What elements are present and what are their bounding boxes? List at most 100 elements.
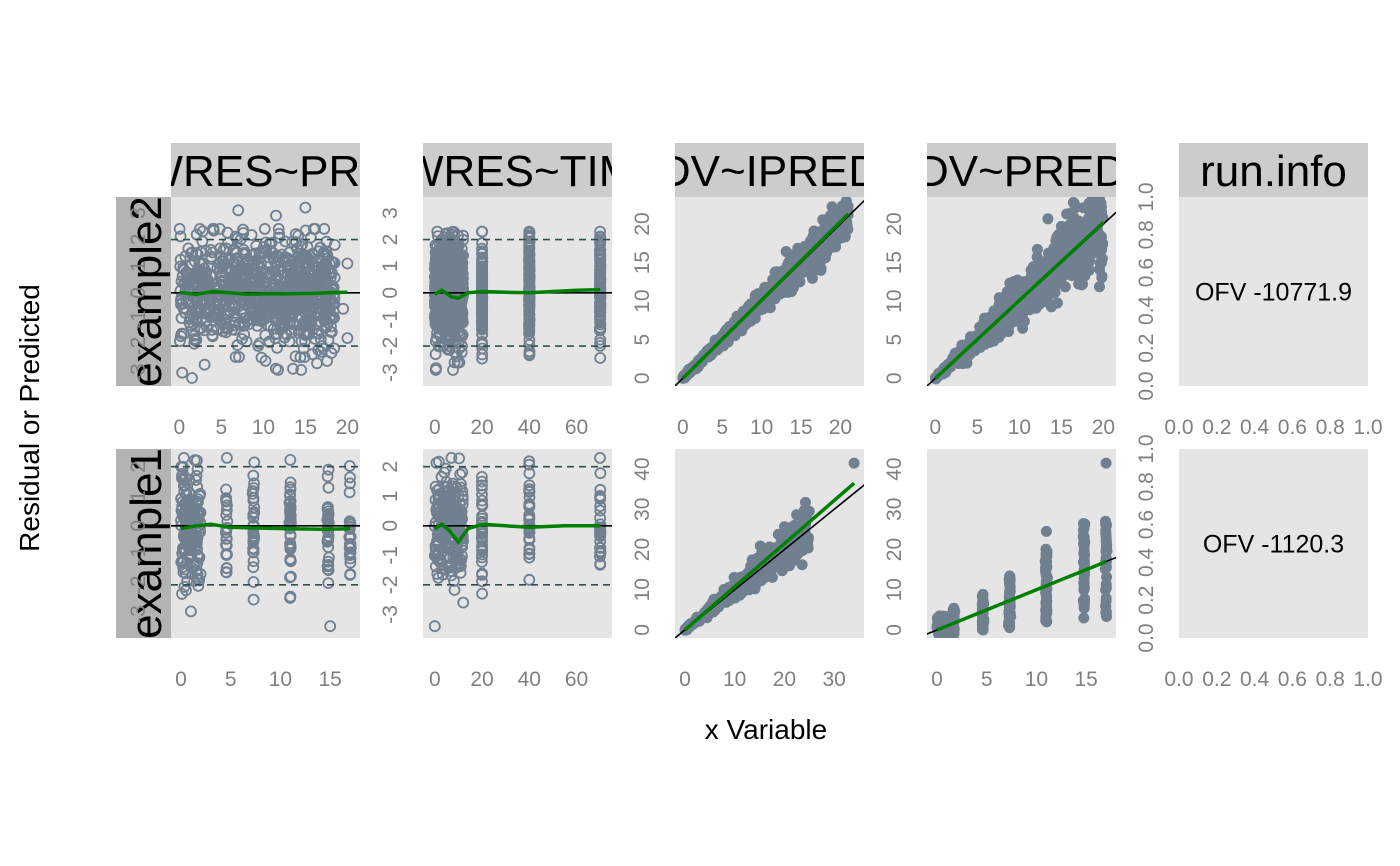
data-point <box>220 532 233 545</box>
data-point <box>476 543 489 556</box>
data-point <box>594 305 607 318</box>
x-tick-label: 15 <box>294 416 317 439</box>
data-point <box>792 242 804 254</box>
data-point <box>476 475 488 488</box>
data-point <box>184 247 197 260</box>
data-point <box>1040 558 1052 570</box>
data-point <box>430 506 443 519</box>
data-point <box>272 231 285 244</box>
x-tick-label: 10 <box>269 668 292 691</box>
row-strip-label: example1 <box>122 448 171 639</box>
data-point <box>248 477 260 490</box>
data-point <box>476 540 489 552</box>
data-point <box>594 321 607 334</box>
y-tick-label: 3 <box>127 207 150 219</box>
data-point <box>977 597 989 609</box>
data-point <box>1093 246 1105 258</box>
data-point <box>173 222 186 235</box>
data-point <box>447 575 460 587</box>
data-point <box>754 567 766 579</box>
data-point <box>1100 595 1112 607</box>
data-point <box>429 348 442 361</box>
y-tick-label: -2 <box>127 337 150 356</box>
data-point <box>437 270 450 283</box>
y-tick-label: -1 <box>379 310 402 329</box>
data-point <box>176 366 189 379</box>
data-point <box>322 560 335 573</box>
y-tick-label: 1 <box>127 490 150 502</box>
data-point <box>198 324 210 337</box>
data-point <box>288 318 301 330</box>
data-point <box>179 528 192 541</box>
smooth-line <box>433 287 601 301</box>
data-point <box>705 347 717 359</box>
data-point <box>1078 549 1090 561</box>
data-point <box>476 342 489 355</box>
data-point <box>298 268 310 281</box>
data-point <box>789 554 800 566</box>
smooth-line <box>681 212 850 380</box>
data-point <box>284 571 296 584</box>
panel-example2-dv-pred <box>927 197 1116 386</box>
data-point <box>237 227 250 239</box>
data-point <box>247 469 260 482</box>
data-point <box>291 280 304 292</box>
data-point <box>1059 260 1071 272</box>
data-point <box>594 352 607 364</box>
data-point <box>267 297 280 310</box>
data-point <box>183 473 196 486</box>
data-point <box>192 493 204 506</box>
y-tick-label: 0 <box>127 520 150 532</box>
data-point <box>594 467 607 480</box>
data-point <box>233 317 246 329</box>
x-tick-label: 0 <box>429 668 441 691</box>
data-point <box>246 485 259 497</box>
data-point <box>247 555 260 568</box>
data-point <box>220 313 233 326</box>
y-tick-label: -3 <box>127 363 150 382</box>
data-point <box>476 575 488 588</box>
column-strip-cwres-time: CWRES~TIME <box>423 143 612 197</box>
data-point <box>273 254 285 267</box>
data-point <box>476 225 488 238</box>
data-point <box>476 272 489 285</box>
data-point <box>456 490 469 503</box>
data-point <box>1040 278 1052 290</box>
data-point <box>295 364 308 376</box>
data-point <box>441 319 454 332</box>
data-point <box>229 351 242 363</box>
data-point <box>247 542 260 555</box>
x-tick-label: 10 <box>750 416 773 439</box>
data-point <box>802 542 814 554</box>
data-point <box>230 246 243 259</box>
data-point <box>437 250 450 263</box>
data-point <box>454 481 467 494</box>
data-point <box>259 329 272 342</box>
data-point <box>301 241 314 254</box>
panel-example2-run-info: OFV -10771.9 <box>1179 197 1368 386</box>
data-point <box>278 331 291 344</box>
y-tick-label: 0 <box>379 287 402 299</box>
data-point <box>180 484 193 497</box>
data-point <box>285 279 298 292</box>
data-point <box>475 515 488 528</box>
data-point <box>270 209 282 222</box>
data-point <box>433 490 446 503</box>
data-point <box>1017 322 1029 334</box>
data-point <box>279 256 292 269</box>
data-point <box>300 256 313 269</box>
data-point <box>177 451 190 464</box>
data-point <box>1083 264 1095 276</box>
data-point <box>977 619 989 631</box>
data-point <box>523 259 536 272</box>
data-point <box>475 470 488 483</box>
data-point <box>1095 197 1107 209</box>
data-point <box>476 253 488 266</box>
data-point <box>476 548 489 561</box>
data-point <box>432 307 445 319</box>
data-point <box>322 302 335 315</box>
data-point <box>777 284 789 296</box>
data-point <box>776 554 788 566</box>
